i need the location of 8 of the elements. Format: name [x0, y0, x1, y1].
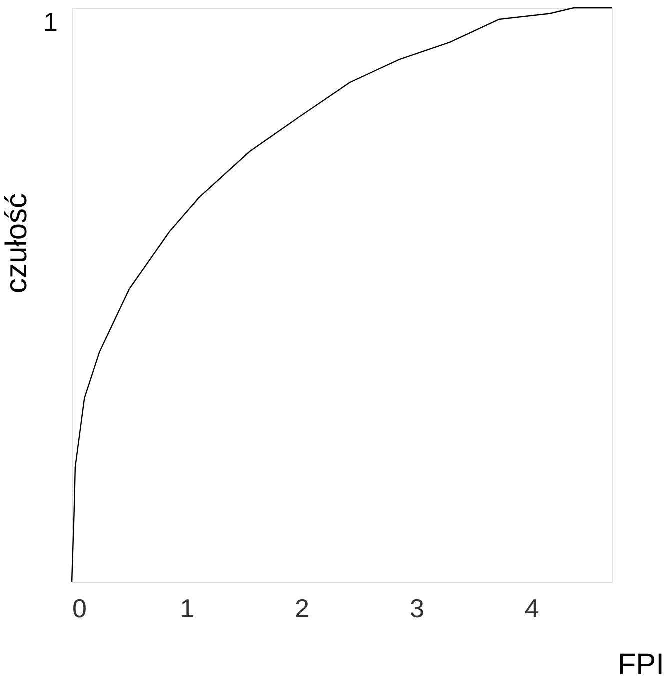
x-tick-label: 1: [180, 594, 195, 624]
text: 1: [44, 7, 58, 37]
x-tick-label: 2: [295, 594, 310, 624]
x-axis-title: FPI: [618, 648, 664, 679]
y-axis-title: czułość: [0, 193, 34, 294]
x-tick-label: 4: [524, 594, 540, 624]
x-tick-label: 0: [72, 594, 87, 624]
x-tick-label: 3: [410, 594, 424, 624]
